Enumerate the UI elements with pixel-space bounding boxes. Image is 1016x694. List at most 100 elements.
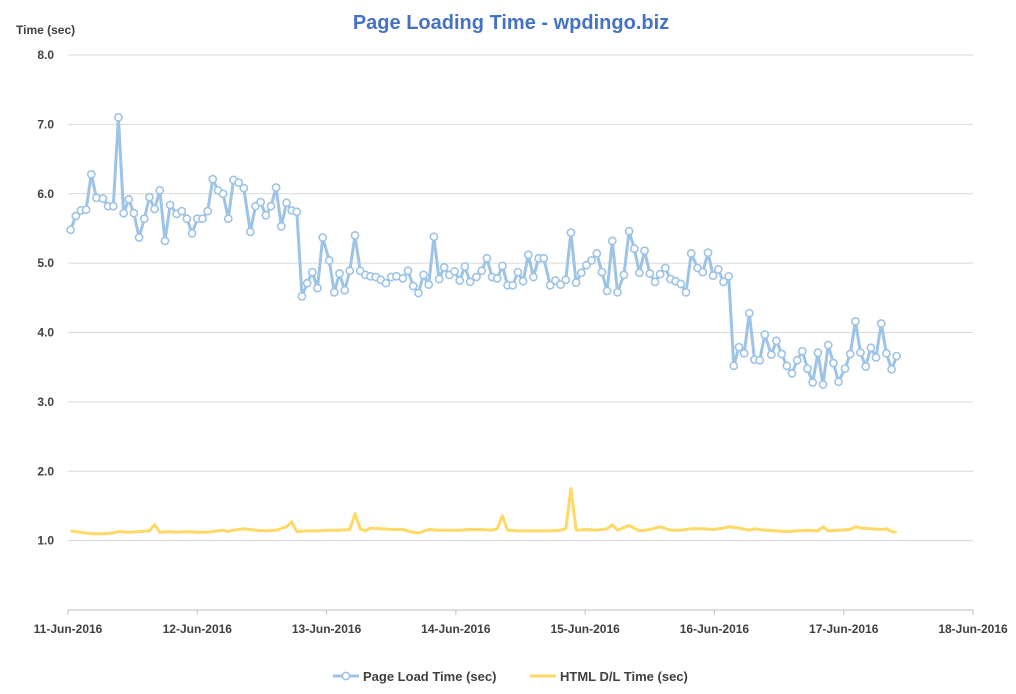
data-point	[619, 270, 629, 280]
data-point	[576, 268, 586, 278]
data-point	[755, 355, 765, 365]
data-point	[871, 353, 881, 362]
data-point	[187, 228, 197, 238]
data-point	[119, 208, 128, 218]
series-line-2	[70, 487, 897, 536]
data-point	[803, 364, 812, 373]
data-point	[856, 348, 865, 357]
data-point	[408, 281, 418, 291]
data-point	[318, 233, 328, 242]
y-tick-label: 2.0	[37, 464, 54, 478]
data-point	[602, 286, 612, 296]
data-point	[686, 248, 696, 258]
data-point	[81, 205, 91, 215]
data-point	[472, 272, 481, 282]
data-point	[439, 262, 449, 272]
data-point	[419, 270, 428, 280]
data-point	[607, 236, 617, 246]
x-tick-label: 12-Jun-2016	[163, 622, 233, 636]
data-point	[818, 380, 828, 389]
data-point	[413, 288, 423, 298]
data-point	[703, 248, 713, 258]
y-axis-label: Time (sec)	[16, 23, 75, 37]
data-point	[624, 226, 634, 236]
data-point	[134, 233, 144, 242]
data-point	[739, 348, 749, 358]
data-point	[529, 272, 538, 282]
legend: Page Load Time (sec) HTML D/L Time (sec)	[333, 669, 688, 684]
data-point	[497, 261, 507, 271]
data-point	[724, 271, 734, 281]
legend-item-1: Page Load Time (sec)	[333, 669, 496, 684]
x-tick-label: 13-Jun-2016	[292, 622, 362, 636]
data-point	[592, 248, 602, 258]
data-point	[582, 260, 591, 270]
data-point	[698, 267, 708, 277]
data-point	[98, 194, 108, 203]
data-point	[760, 330, 770, 339]
legend-item-2: HTML D/L Time (sec)	[530, 669, 688, 684]
data-point	[403, 266, 413, 276]
y-tick-label: 8.0	[37, 48, 54, 62]
data-point	[282, 198, 291, 208]
data-point	[772, 336, 781, 346]
x-tick-label: 18-Jun-2016	[938, 622, 1008, 636]
series-lines	[66, 113, 902, 536]
data-point	[655, 269, 665, 279]
data-point	[861, 362, 871, 371]
data-point	[340, 285, 350, 295]
data-point	[345, 266, 355, 276]
legend-label: Page Load Time (sec)	[363, 669, 496, 684]
y-tick-label: 1.0	[37, 534, 54, 548]
data-point	[834, 377, 843, 387]
data-point	[660, 263, 670, 273]
data-point	[797, 346, 807, 356]
data-point	[139, 214, 149, 224]
data-point	[482, 253, 492, 263]
data-point	[86, 169, 96, 179]
data-point	[719, 277, 728, 287]
data-point	[597, 267, 607, 277]
data-point	[203, 206, 212, 216]
data-point	[640, 246, 649, 255]
data-point	[823, 340, 833, 350]
data-point	[266, 201, 276, 211]
data-point	[587, 255, 596, 265]
x-tick-label: 15-Jun-2016	[550, 622, 620, 636]
data-point	[777, 349, 787, 359]
data-point	[261, 210, 271, 220]
data-point	[455, 276, 465, 285]
data-point	[124, 194, 134, 204]
data-point	[271, 183, 281, 192]
data-point	[892, 351, 902, 361]
data-point	[508, 280, 518, 290]
data-point	[302, 278, 312, 288]
y-tick-label: 3.0	[37, 395, 54, 409]
data-point	[450, 266, 459, 276]
data-point	[234, 178, 244, 187]
legend-marker	[341, 671, 351, 681]
data-point	[114, 113, 123, 122]
y-tick-label: 4.0	[37, 326, 54, 340]
data-point	[329, 287, 339, 297]
axes: 8.0 7.0 6.0 5.0 4.0 3.0 2.0 1.0 11-Jun-2016 12-Ju…	[34, 48, 1008, 636]
data-point	[734, 342, 744, 352]
data-point	[223, 214, 233, 224]
data-point	[787, 368, 797, 378]
data-point	[635, 268, 644, 278]
data-point	[518, 276, 528, 286]
data-point	[708, 271, 718, 280]
data-point	[545, 280, 555, 290]
data-point	[645, 269, 655, 278]
data-point	[766, 350, 776, 360]
data-point	[198, 214, 207, 224]
data-point	[398, 273, 408, 283]
data-point	[676, 279, 686, 289]
data-point	[556, 280, 565, 289]
data-point	[182, 214, 192, 224]
chart-title: Page Loading Time - wpdingo.biz	[353, 12, 669, 34]
y-tick-label: 6.0	[37, 187, 54, 201]
data-point	[566, 228, 576, 237]
data-point	[165, 200, 175, 210]
data-point	[256, 197, 265, 207]
